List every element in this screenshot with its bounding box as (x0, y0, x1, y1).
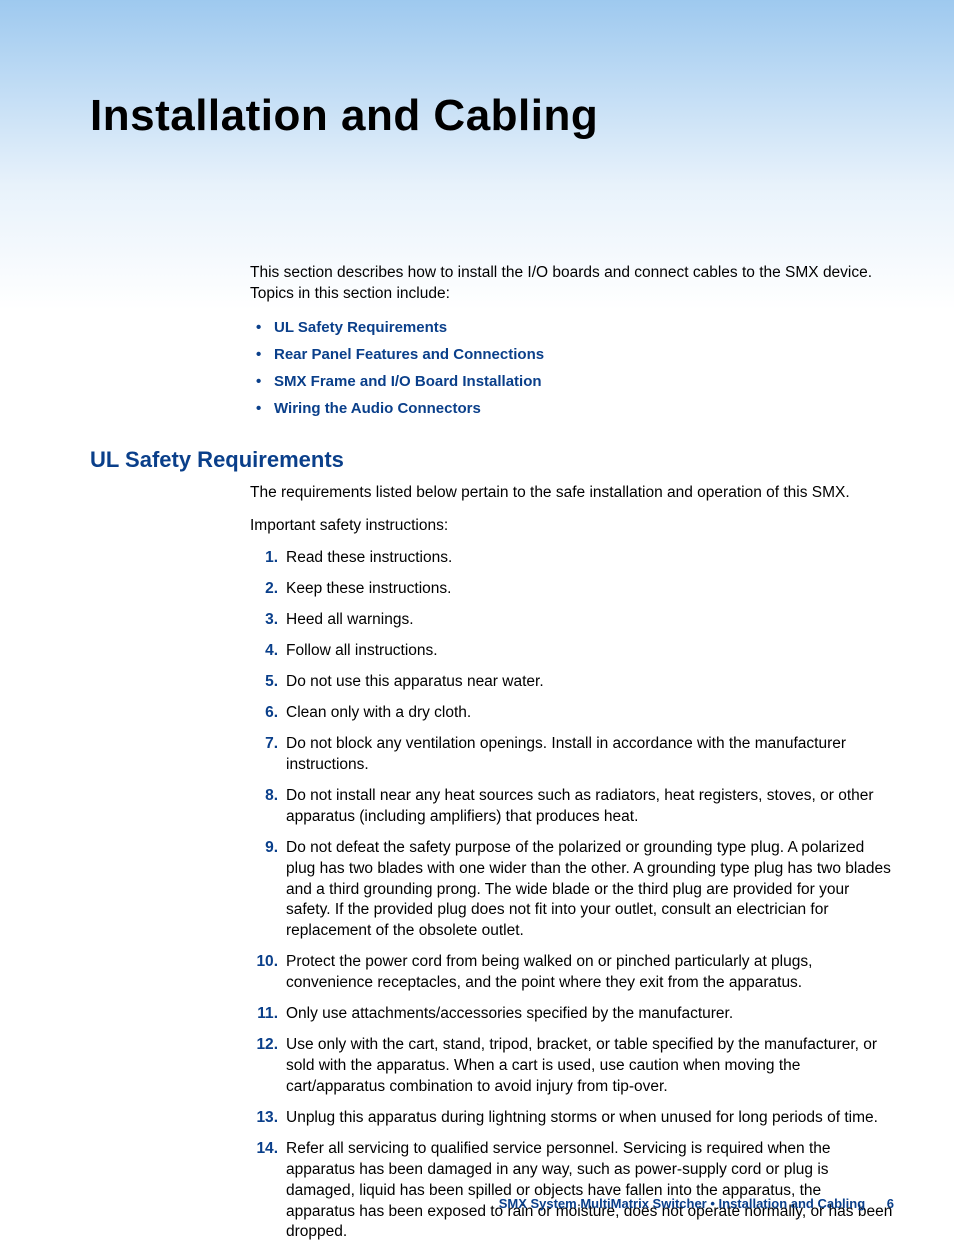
safety-item: Clean only with a dry cloth. (250, 703, 894, 724)
safety-item: Refer all servicing to qualified service… (250, 1139, 894, 1243)
toc-item: UL Safety Requirements (250, 319, 894, 336)
toc-link-wiring-audio[interactable]: Wiring the Audio Connectors (274, 400, 481, 417)
toc-item: SMX Frame and I/O Board Installation (250, 373, 894, 390)
section-heading-ul-safety: UL Safety Requirements (90, 447, 894, 473)
safety-item: Follow all instructions. (250, 641, 894, 662)
page-title: Installation and Cabling (90, 90, 894, 143)
safety-item: Do not use this apparatus near water. (250, 672, 894, 693)
footer-page-number: 6 (887, 1196, 894, 1211)
page: Installation and Cabling This section de… (0, 0, 954, 1235)
section-body: The requirements listed below pertain to… (250, 483, 894, 1243)
safety-list: Read these instructions. Keep these inst… (250, 548, 894, 1243)
safety-item: Keep these instructions. (250, 579, 894, 600)
safety-item: Read these instructions. (250, 548, 894, 569)
intro-paragraph: This section describes how to install th… (250, 263, 894, 305)
safety-item: Heed all warnings. (250, 610, 894, 631)
safety-item: Only use attachments/accessories specifi… (250, 1004, 894, 1025)
safety-item: Unplug this apparatus during lightning s… (250, 1108, 894, 1129)
content-area: Installation and Cabling This section de… (0, 0, 954, 1243)
section-intro-1: The requirements listed below pertain to… (250, 483, 894, 504)
safety-item: Do not block any ventilation openings. I… (250, 734, 894, 776)
safety-item: Protect the power cord from being walked… (250, 952, 894, 994)
toc-link-smx-frame[interactable]: SMX Frame and I/O Board Installation (274, 373, 542, 390)
toc-item: Wiring the Audio Connectors (250, 400, 894, 417)
safety-item: Use only with the cart, stand, tripod, b… (250, 1035, 894, 1098)
footer-text: SMX System MultiMatrix Switcher • Instal… (499, 1196, 865, 1211)
section-intro-2: Important safety instructions: (250, 516, 894, 537)
toc-link-rear-panel[interactable]: Rear Panel Features and Connections (274, 346, 544, 363)
toc-link-ul-safety[interactable]: UL Safety Requirements (274, 319, 447, 336)
safety-item: Do not install near any heat sources suc… (250, 786, 894, 828)
page-footer: SMX System MultiMatrix Switcher • Instal… (499, 1196, 894, 1211)
toc-item: Rear Panel Features and Connections (250, 346, 894, 363)
safety-item: Do not defeat the safety purpose of the … (250, 838, 894, 943)
toc-list: UL Safety Requirements Rear Panel Featur… (250, 319, 894, 417)
indented-body: This section describes how to install th… (250, 263, 894, 417)
